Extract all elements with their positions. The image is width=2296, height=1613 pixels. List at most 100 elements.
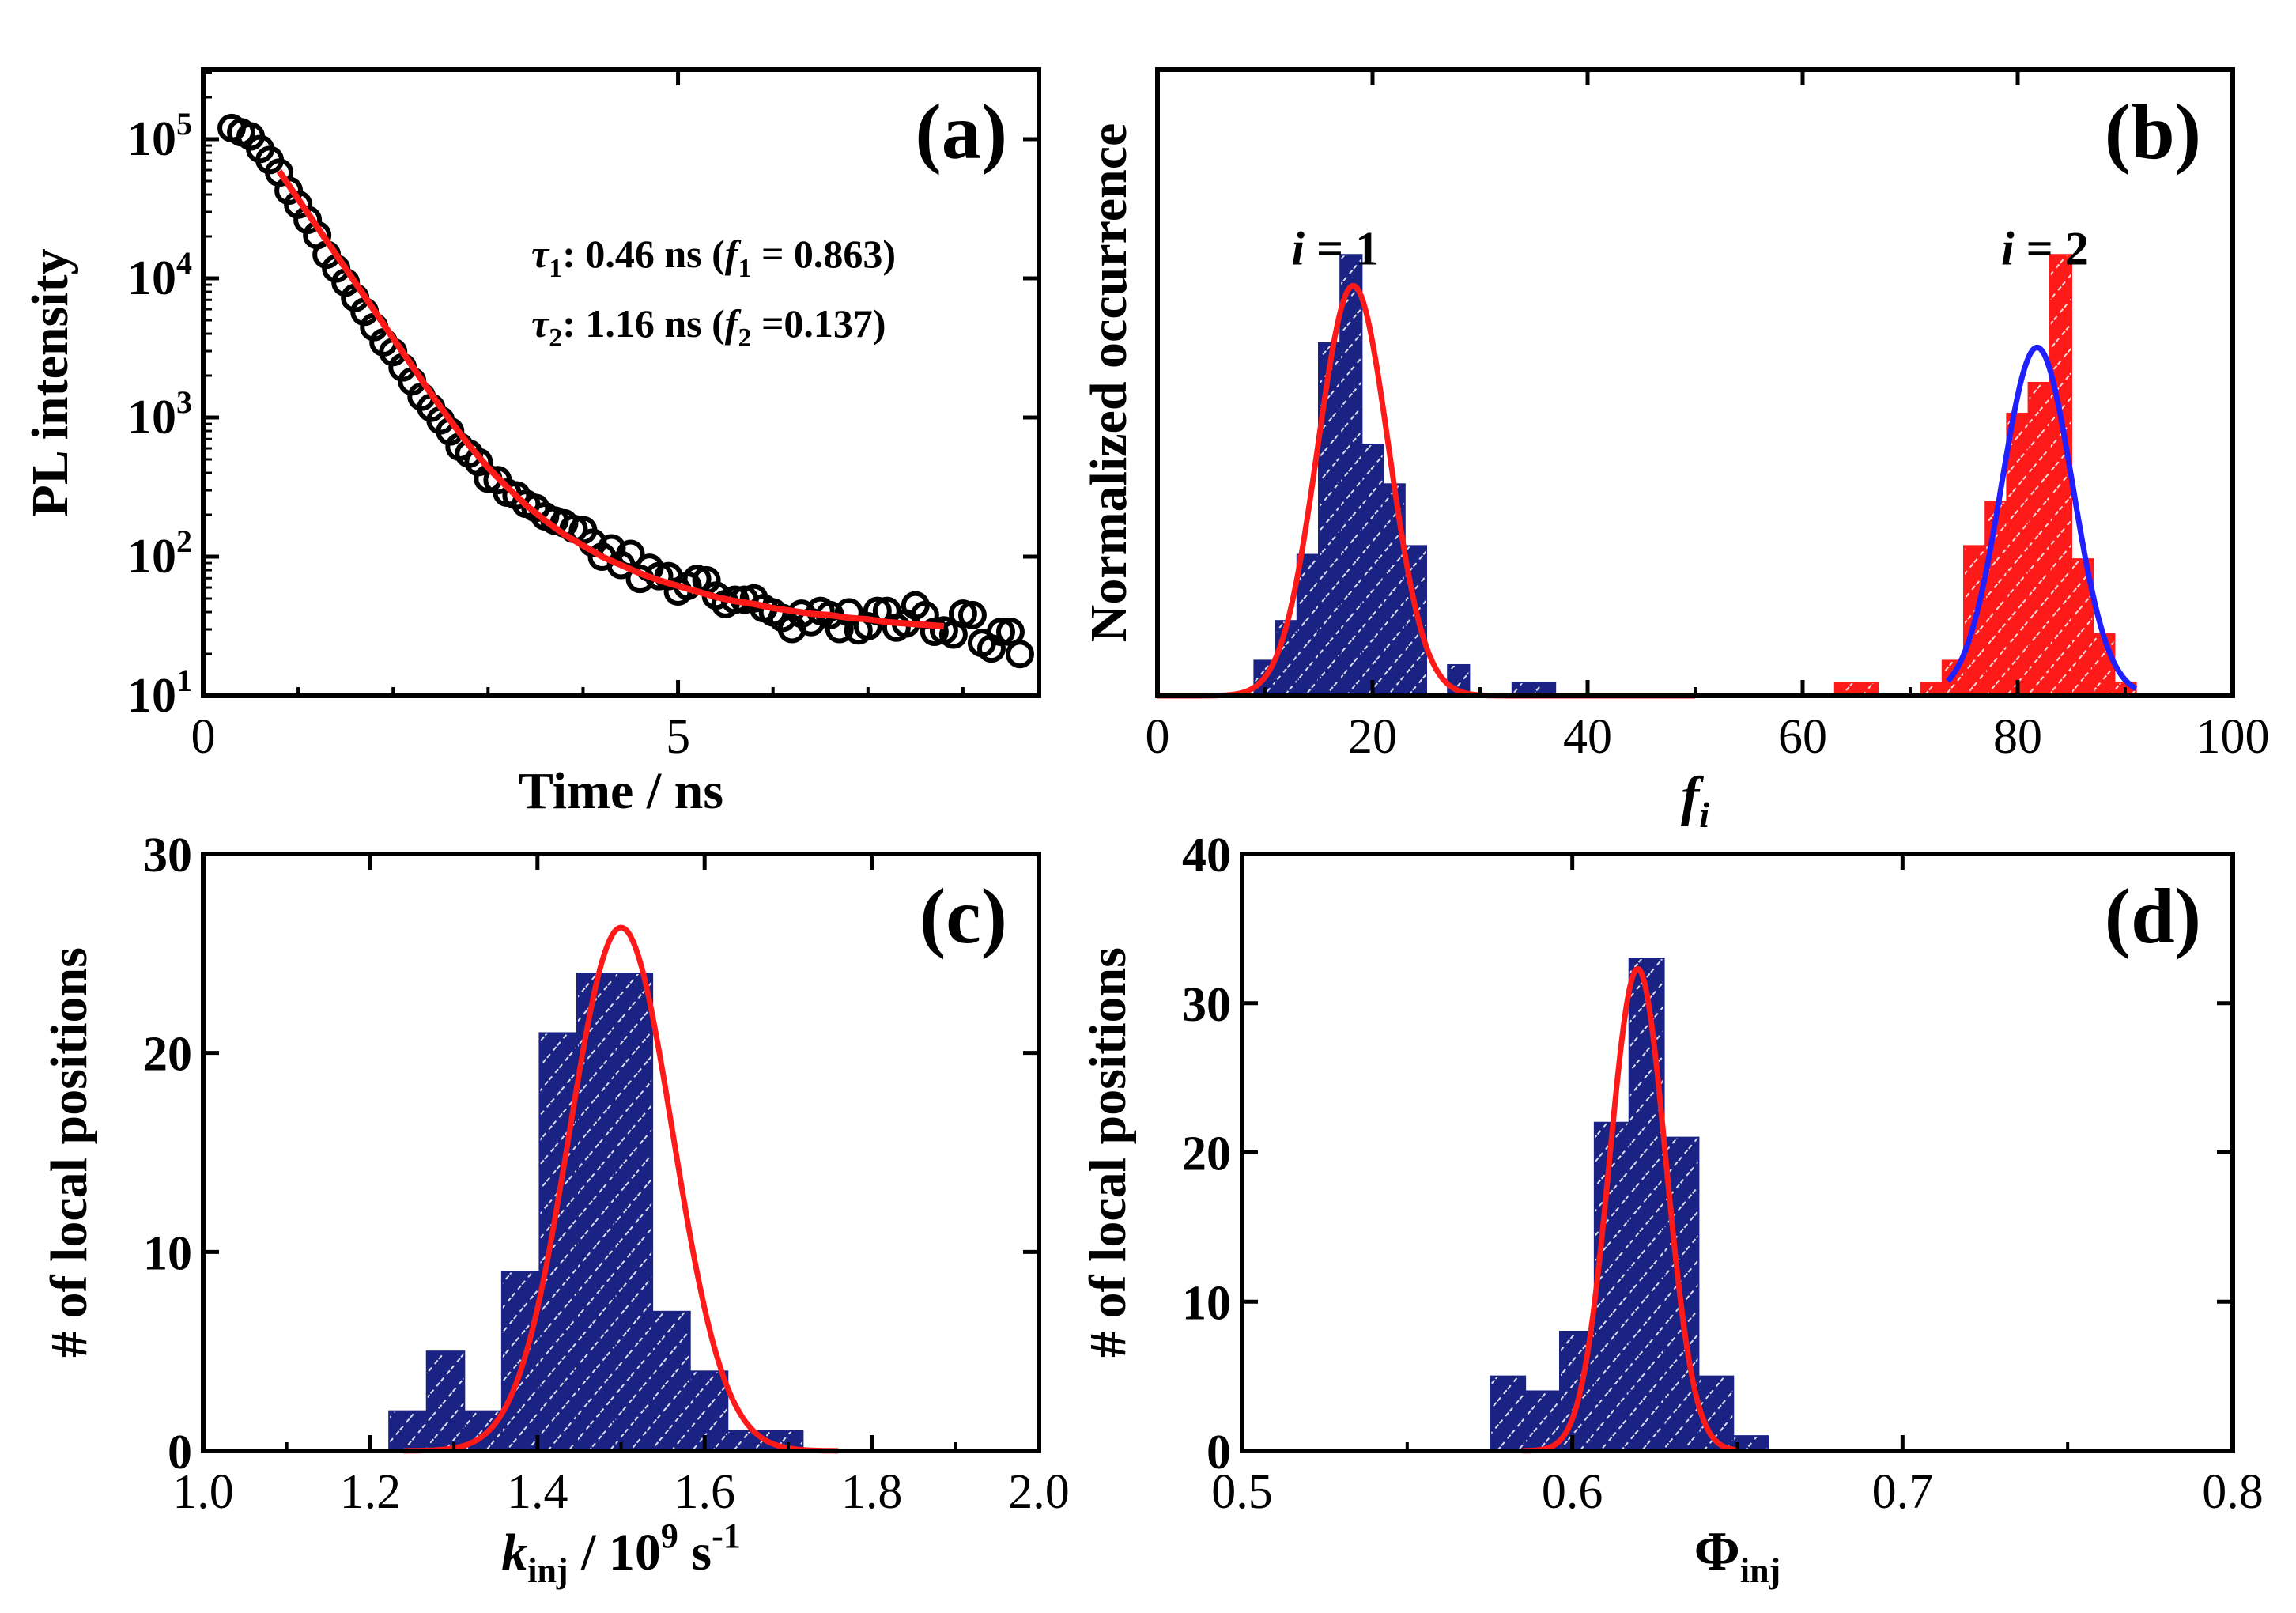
y-axis-label: # of local positions <box>1079 947 1137 1358</box>
x-axis-symbol: k <box>501 1524 527 1581</box>
tau-subscript: 1 <box>549 254 562 283</box>
y-tick-label: 10 <box>143 1226 192 1280</box>
data-point <box>1005 640 1034 669</box>
plot-frame <box>201 67 1041 698</box>
peak-label-index: i <box>2001 222 2015 274</box>
y-tick-label: 10 <box>1182 1276 1231 1330</box>
x-axis-symbol: Φ <box>1694 1521 1740 1582</box>
f-symbol: f <box>725 301 742 346</box>
histogram-bar <box>651 1310 691 1452</box>
histogram-bar <box>1628 958 1665 1452</box>
x-axis-unit-2: s <box>678 1524 712 1581</box>
gaussian-fit-line <box>1520 965 1739 1454</box>
y-axis-label: PL intensity <box>21 248 79 516</box>
y-tick-label: 40 <box>1182 829 1231 882</box>
panel-c: 1.0 1.2 1.4 1.6 1.8 2.0 0 10 20 30 kinj / 109 s-1 #… <box>40 829 1070 1590</box>
x-tick-label: 60 <box>1778 710 1827 764</box>
tau-subscript: 2 <box>549 323 562 353</box>
y-tick-label: 104 <box>127 245 192 305</box>
y-tick-base: 10 <box>127 530 176 584</box>
x-tick-label: 5 <box>666 710 690 764</box>
tau-value: : 1.16 ns ( <box>562 301 725 346</box>
x-axis-label: Φinj <box>1694 1521 1781 1590</box>
panel-b: 0 20 40 60 80 100 fi Normalized occurrence (b) i … <box>1080 67 2270 835</box>
x-tick-label: 1.0 <box>172 1465 234 1519</box>
y-axis-label: # of local positions <box>40 947 98 1358</box>
peak-label: i = 1 <box>1291 222 1379 274</box>
y-tick-label: 20 <box>143 1028 192 1082</box>
peak-label-value: = 2 <box>2015 222 2089 274</box>
x-tick-label: 2.0 <box>1008 1465 1070 1519</box>
histogram-bar <box>388 1410 428 1452</box>
peak-label: i = 2 <box>2001 222 2089 274</box>
x-tick-label: 40 <box>1563 710 1612 764</box>
histogram-bar <box>1296 553 1320 697</box>
histogram-bar <box>2027 382 2051 697</box>
tau-symbol: τ <box>531 301 550 346</box>
y-tick-base: 10 <box>127 669 176 723</box>
gaussian-fit-line <box>1946 344 2139 692</box>
x-axis-superscript-2: -1 <box>712 1517 741 1555</box>
y-tick-base: 10 <box>127 251 176 305</box>
y-tick-label: 103 <box>127 384 192 444</box>
y-tick-label: 102 <box>127 523 192 584</box>
tau-value: : 0.46 ns ( <box>562 232 725 276</box>
panel-label: (a) <box>915 88 1007 176</box>
data-point <box>957 600 987 629</box>
histogram-bar <box>2006 413 2030 697</box>
y-tick-label: 20 <box>1182 1128 1231 1181</box>
y-tick-label: 0 <box>168 1426 192 1479</box>
f-subscript: 1 <box>738 254 751 283</box>
x-axis-subscript: inj <box>1740 1551 1781 1590</box>
tau-symbol: τ <box>531 232 550 276</box>
f-value: = 0.863) <box>751 232 896 276</box>
y-tick-exponent: 3 <box>176 384 192 420</box>
histogram-bar <box>1382 483 1406 697</box>
y-tick-label: 101 <box>127 663 192 723</box>
x-tick-label: 1.8 <box>841 1465 903 1519</box>
f-subscript: 2 <box>738 323 751 353</box>
x-axis-subscript: inj <box>527 1551 568 1590</box>
y-tick-exponent: 5 <box>176 106 192 142</box>
x-tick-label: 1.6 <box>674 1465 735 1519</box>
x-tick-label: 0.8 <box>2202 1465 2264 1519</box>
x-axis-superscript: 9 <box>661 1517 678 1555</box>
f-symbol: f <box>725 232 742 276</box>
y-tick-label: 30 <box>1182 978 1231 1032</box>
f-value: =0.137) <box>751 301 886 346</box>
histogram-bar <box>1318 342 1342 697</box>
histogram-bar <box>425 1350 466 1452</box>
histogram-bar <box>614 973 654 1452</box>
peak-label-index: i <box>1291 222 1305 274</box>
x-axis-unit: / 10 <box>568 1524 661 1581</box>
x-tick-label: 20 <box>1348 710 1397 764</box>
data-point <box>986 618 1015 647</box>
histogram-bar <box>538 1032 579 1452</box>
x-tick-label: 1.2 <box>340 1465 402 1519</box>
x-axis-label: kinj / 109 s-1 <box>501 1517 741 1590</box>
histogram-bar <box>1490 1375 1527 1452</box>
y-tick-label: 105 <box>127 106 192 166</box>
y-tick-label: 0 <box>1207 1426 1231 1479</box>
fit-line <box>276 169 945 629</box>
x-tick-label: 0 <box>191 710 216 764</box>
panel-d: 0.5 0.6 0.7 0.8 0 10 20 30 40 Φinj # of local posi… <box>1079 829 2264 1590</box>
histogram-bar <box>1339 254 1363 697</box>
peak-label-value: = 1 <box>1305 222 1379 274</box>
histogram-bar <box>1593 1121 1630 1452</box>
y-tick-base: 10 <box>127 112 176 166</box>
gaussian-fit-line <box>402 924 840 1454</box>
x-tick-label: 1.4 <box>507 1465 568 1519</box>
fit-annotation: τ1: 0.46 ns (f1 = 0.863) <box>531 232 896 283</box>
fit-annotation: τ2: 1.16 ns (f2 =0.137) <box>531 301 886 353</box>
y-tick-base: 10 <box>127 391 176 444</box>
y-axis-label: Normalized occurrence <box>1080 123 1138 643</box>
x-tick-label: 0.6 <box>1542 1465 1603 1519</box>
y-tick-exponent: 2 <box>176 523 192 559</box>
data-point <box>616 539 645 569</box>
x-axis-label: Time / ns <box>519 762 723 820</box>
panel-label: (d) <box>2105 872 2201 960</box>
x-tick-label: 100 <box>2196 710 2270 764</box>
